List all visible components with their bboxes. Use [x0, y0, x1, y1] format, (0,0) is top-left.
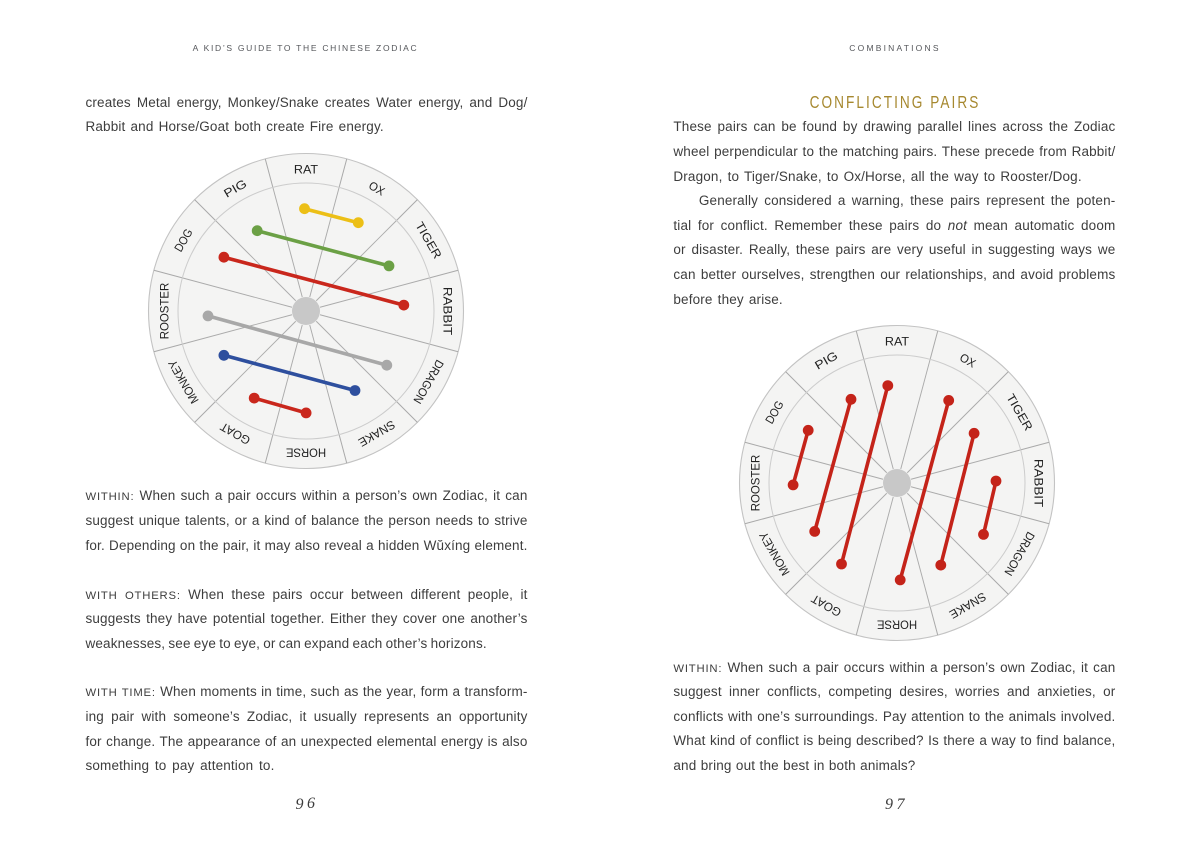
svg-text:ROOSTER: ROOSTER — [157, 282, 171, 339]
svg-text:HORSE: HORSE — [285, 446, 325, 460]
svg-text:ROOSTER: ROOSTER — [748, 454, 762, 511]
svg-text:OX: OX — [957, 350, 978, 370]
svg-text:RABBIT: RABBIT — [440, 287, 454, 335]
svg-text:HORSE: HORSE — [876, 617, 916, 631]
svg-text:RAT: RAT — [293, 163, 317, 177]
svg-text:OX: OX — [366, 178, 387, 198]
svg-text:RABBIT: RABBIT — [1031, 458, 1045, 506]
svg-text:RAT: RAT — [884, 334, 908, 348]
